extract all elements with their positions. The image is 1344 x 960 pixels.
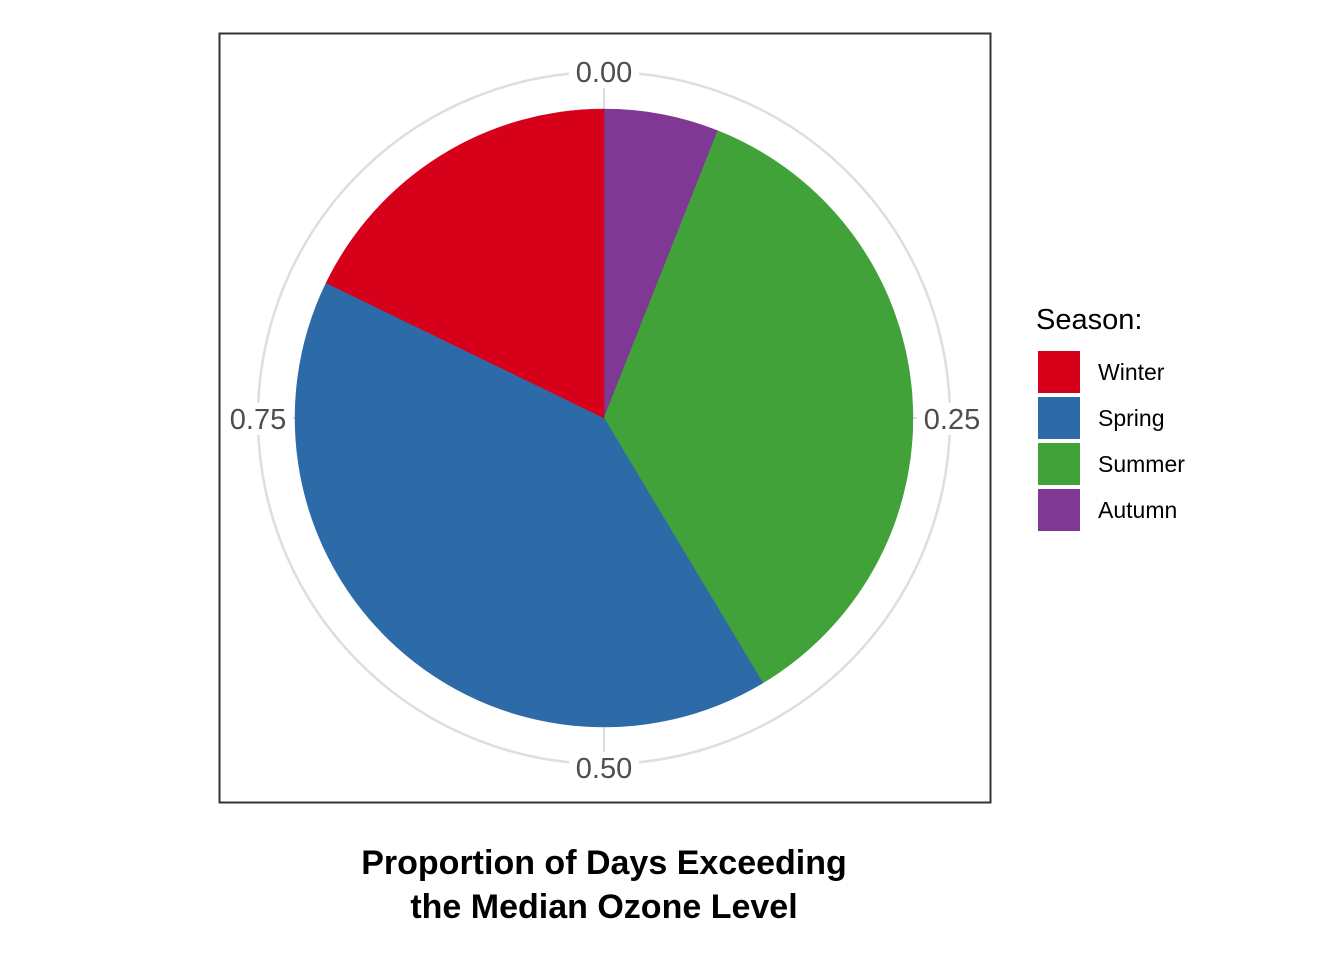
theta-tick-label: 0.25 — [924, 404, 980, 436]
chart-title: Proportion of Days Exceeding the Median … — [361, 844, 847, 926]
legend: Season: Winter Spring Summer Autumn — [1036, 304, 1185, 531]
legend-key-summer — [1038, 443, 1080, 485]
chart-title-line-1: Proportion of Days Exceeding — [361, 844, 847, 882]
theta-tick-label: 0.00 — [576, 57, 632, 89]
theta-tick-label: 0.75 — [230, 404, 286, 436]
pie-slice-spring — [294, 282, 764, 728]
legend-title: Season: — [1036, 304, 1142, 336]
tick-label-background — [569, 752, 639, 784]
chart-title-line-2: the Median Ozone Level — [410, 888, 797, 926]
pie-slice-summer — [603, 130, 914, 684]
legend-key-autumn — [1038, 489, 1080, 531]
legend-label-summer: Summer — [1098, 451, 1185, 477]
legend-label-autumn: Autumn — [1098, 497, 1177, 523]
theta-tick-labels: 0.00 0.25 0.50 0.75 — [223, 56, 987, 785]
legend-key-spring — [1038, 397, 1080, 439]
legend-label-spring: Spring — [1098, 405, 1164, 431]
tick-label-background — [223, 403, 293, 435]
tick-label-background — [569, 56, 639, 88]
theta-tick-label: 0.50 — [576, 753, 632, 785]
pie-slice-winter — [325, 108, 605, 419]
tick-label-background — [917, 403, 987, 435]
legend-label-winter: Winter — [1098, 359, 1165, 385]
pie-slices — [294, 108, 914, 728]
legend-key-winter — [1038, 351, 1080, 393]
